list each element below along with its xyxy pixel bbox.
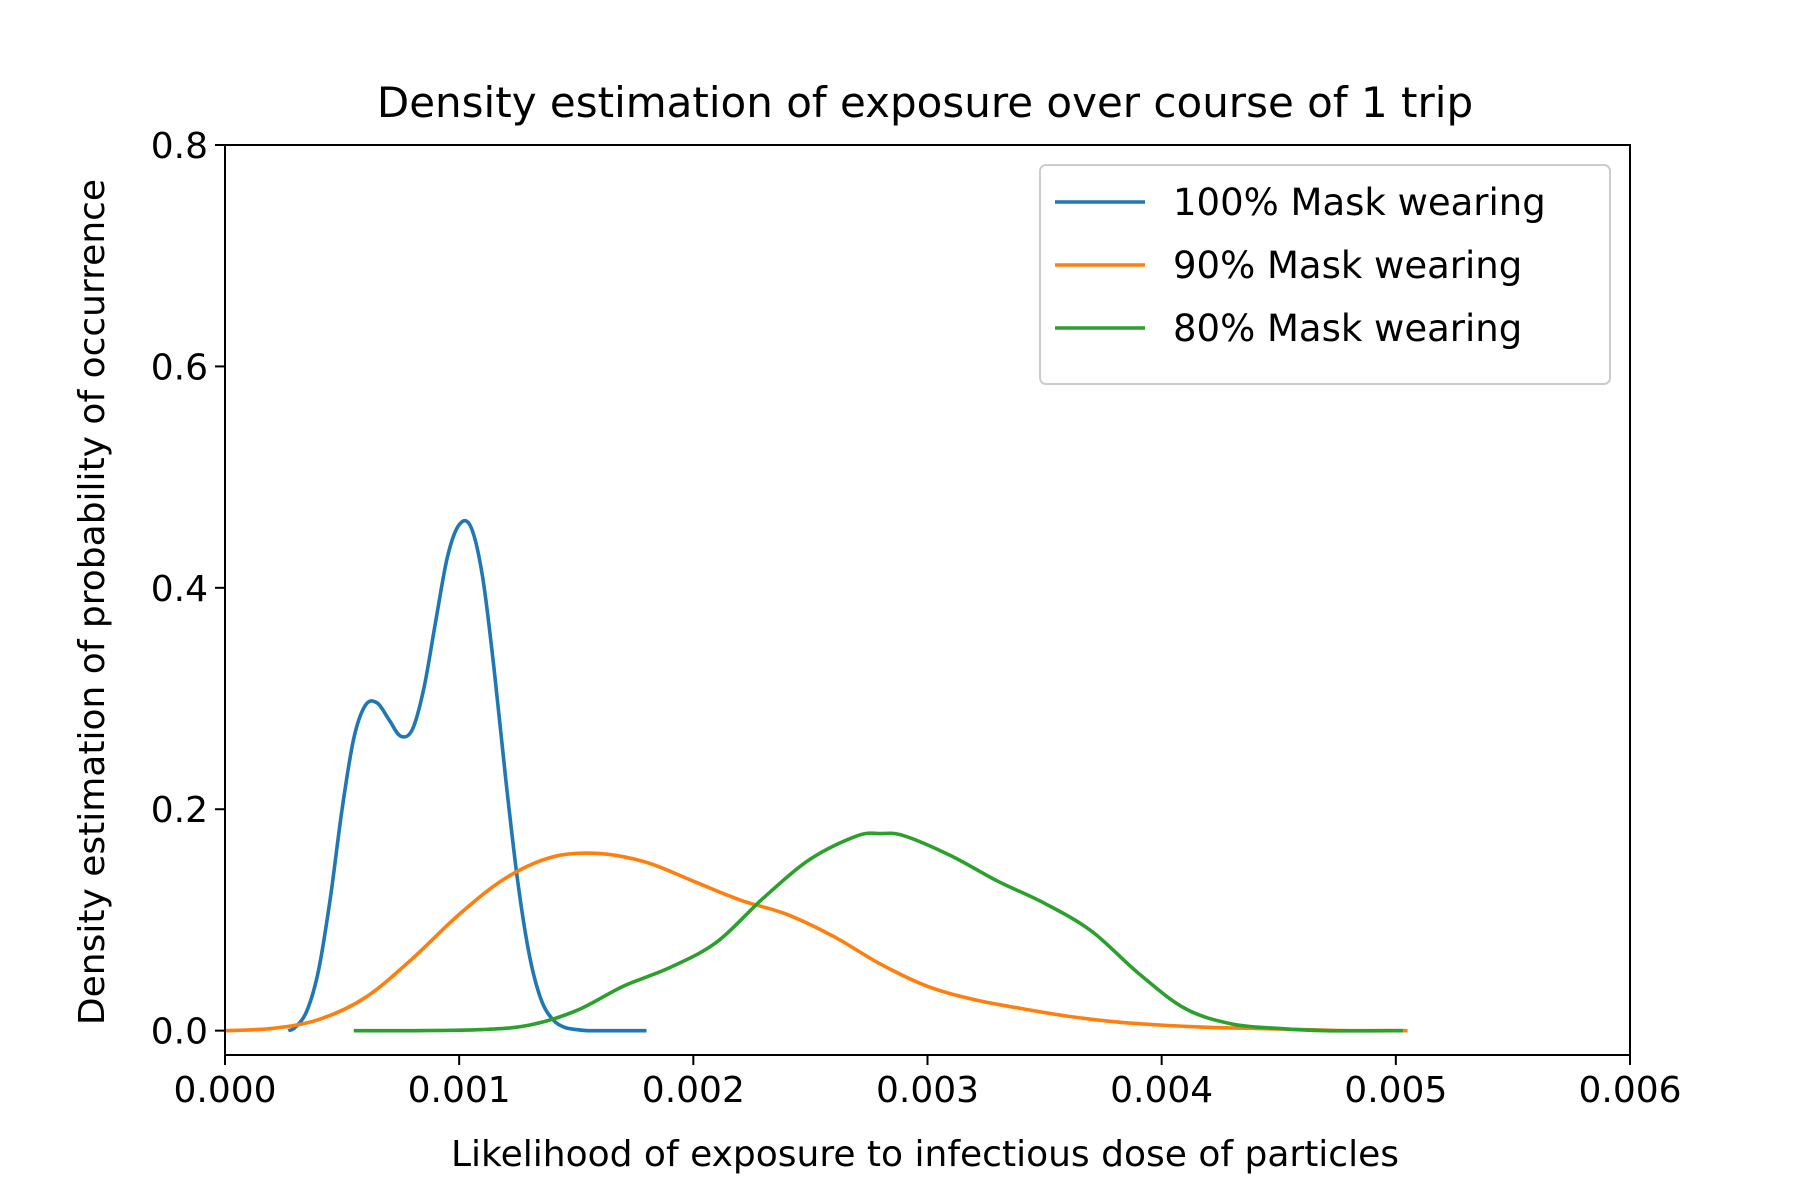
y-tick-label: 0.8 bbox=[151, 126, 208, 167]
y-axis-label: Density estimation of probability of occ… bbox=[72, 179, 113, 1025]
plot-area: 0.000 0.001 0.002 0.003 0.004 0.005 0.006 0.0 0.… bbox=[151, 126, 1682, 1111]
series-line-2 bbox=[224, 851, 1408, 1033]
legend: 100% Mask wearing 90% Mask wearing 80% Mas… bbox=[1039, 164, 1611, 385]
x-tick-label: 0.005 bbox=[1344, 1070, 1447, 1111]
y-tick-label: 0.0 bbox=[151, 1012, 208, 1053]
legend-box bbox=[1039, 164, 1611, 385]
legend-label-1: 100% Mask wearing bbox=[1173, 181, 1546, 224]
y-tick-label: 0.6 bbox=[151, 347, 208, 388]
x-tick-label: 0.004 bbox=[1110, 1070, 1213, 1111]
y-tick-label: 0.2 bbox=[151, 790, 208, 831]
legend-label-2: 90% Mask wearing bbox=[1173, 244, 1522, 287]
x-tick-label: 0.002 bbox=[642, 1070, 745, 1111]
series-line-1 bbox=[287, 518, 647, 1033]
y-tick-label: 0.4 bbox=[151, 569, 208, 610]
legend-label-3: 80% Mask wearing bbox=[1173, 307, 1522, 350]
chart-title: Density estimation of exposure over cour… bbox=[377, 78, 1473, 127]
x-tick-label: 0.001 bbox=[408, 1070, 511, 1111]
x-tick-label: 0.006 bbox=[1578, 1070, 1681, 1111]
x-tick-label: 0.000 bbox=[173, 1070, 276, 1111]
series-line-3 bbox=[353, 831, 1403, 1033]
x-tick-label: 0.003 bbox=[876, 1070, 979, 1111]
x-axis-label: Likelihood of exposure to infectious dos… bbox=[451, 1134, 1399, 1175]
